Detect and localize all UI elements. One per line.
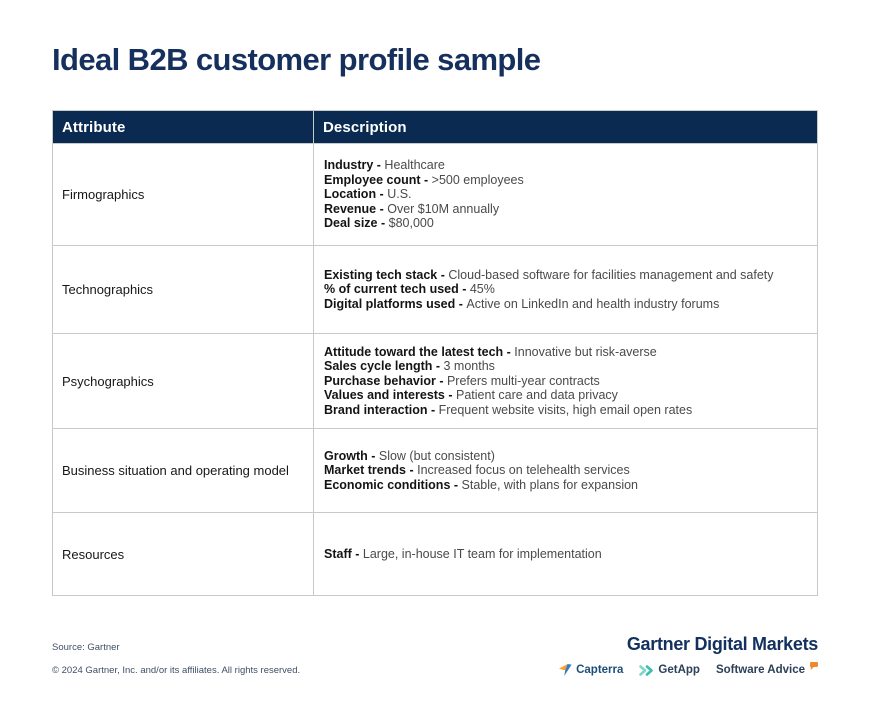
description-line: Location - U.S. bbox=[324, 187, 412, 202]
description-cell: Growth - Slow (but consistent) Market tre… bbox=[313, 428, 818, 513]
software-advice-label: Software Advice bbox=[715, 664, 805, 676]
description-line: Sales cycle length - 3 months bbox=[324, 359, 495, 374]
description-cell: Staff - Large, in-house IT team for impl… bbox=[313, 512, 818, 596]
brand-title: Gartner Digital Markets bbox=[626, 634, 818, 654]
attribute-cell: Firmographics bbox=[52, 143, 314, 246]
capterra-logo: Capterra bbox=[559, 664, 623, 676]
description-cell: Attitude toward the latest tech - Innova… bbox=[313, 333, 818, 429]
table-row: Resources Staff - Large, in-house IT team… bbox=[52, 512, 818, 596]
description-cell: Industry - Healthcare Employee count - >5… bbox=[313, 143, 818, 246]
software-advice-logo: Software Advice bbox=[716, 662, 818, 678]
column-header-description: Description bbox=[313, 110, 818, 144]
getapp-icon bbox=[639, 664, 654, 676]
brand-logos: Capterra GetApp Software Advice bbox=[559, 662, 818, 678]
description-line: Revenue - Over $10M annually bbox=[324, 201, 500, 216]
description-line: Economic conditions - Stable, with plans… bbox=[324, 477, 639, 492]
description-line: Values and interests - Patient care and … bbox=[324, 388, 618, 403]
capterra-icon bbox=[559, 664, 572, 676]
getapp-label: GetApp bbox=[658, 664, 700, 676]
description-cell: Existing tech stack - Cloud-based softwa… bbox=[313, 245, 818, 334]
table-header-row: Attribute Description bbox=[52, 110, 818, 144]
table-row: Firmographics Industry - Healthcare Employ… bbox=[52, 143, 818, 246]
description-line: % of current tech used - 45% bbox=[324, 282, 495, 297]
description-line: Brand interaction - Frequent website vis… bbox=[324, 402, 693, 417]
footer-left: Source: Gartner © 2024 Gartner, Inc. and… bbox=[52, 642, 300, 676]
description-line: Purchase behavior - Prefers multi-year c… bbox=[324, 373, 600, 388]
table-row: Technographics Existing tech stack - Clou… bbox=[52, 245, 818, 334]
attribute-cell: Resources bbox=[52, 512, 314, 596]
description-line: Existing tech stack - Cloud-based softwa… bbox=[324, 267, 774, 282]
column-header-attribute: Attribute bbox=[52, 110, 314, 144]
copyright-note: © 2024 Gartner, Inc. and/or its affiliat… bbox=[52, 665, 301, 676]
capterra-label: Capterra bbox=[576, 664, 624, 676]
description-line: Attitude toward the latest tech - Innova… bbox=[324, 344, 657, 359]
description-line: Industry - Healthcare bbox=[324, 158, 445, 173]
footer-right: Gartner Digital Markets Capterra bbox=[559, 634, 818, 678]
description-line: Deal size - $80,000 bbox=[324, 216, 434, 231]
page-title: Ideal B2B customer profile sample bbox=[52, 42, 541, 77]
getapp-logo: GetApp bbox=[639, 664, 700, 676]
description-line: Growth - Slow (but consistent) bbox=[324, 448, 495, 463]
description-line: Market trends - Increased focus on teleh… bbox=[324, 463, 630, 478]
software-advice-bubble-icon bbox=[810, 662, 818, 670]
description-line: Staff - Large, in-house IT team for impl… bbox=[324, 546, 602, 561]
description-line: Digital platforms used - Active on Linke… bbox=[324, 296, 720, 311]
attribute-cell: Business situation and operating model bbox=[52, 428, 314, 513]
customer-profile-table: Attribute Description Firmographics Indus… bbox=[52, 110, 818, 596]
attribute-cell: Technographics bbox=[52, 245, 314, 334]
table-row: Business situation and operating model Gr… bbox=[52, 428, 818, 513]
source-note: Source: Gartner bbox=[52, 642, 120, 653]
table-row: Psychographics Attitude toward the latest… bbox=[52, 333, 818, 429]
description-line: Employee count - >500 employees bbox=[324, 172, 524, 187]
attribute-cell: Psychographics bbox=[52, 333, 314, 429]
